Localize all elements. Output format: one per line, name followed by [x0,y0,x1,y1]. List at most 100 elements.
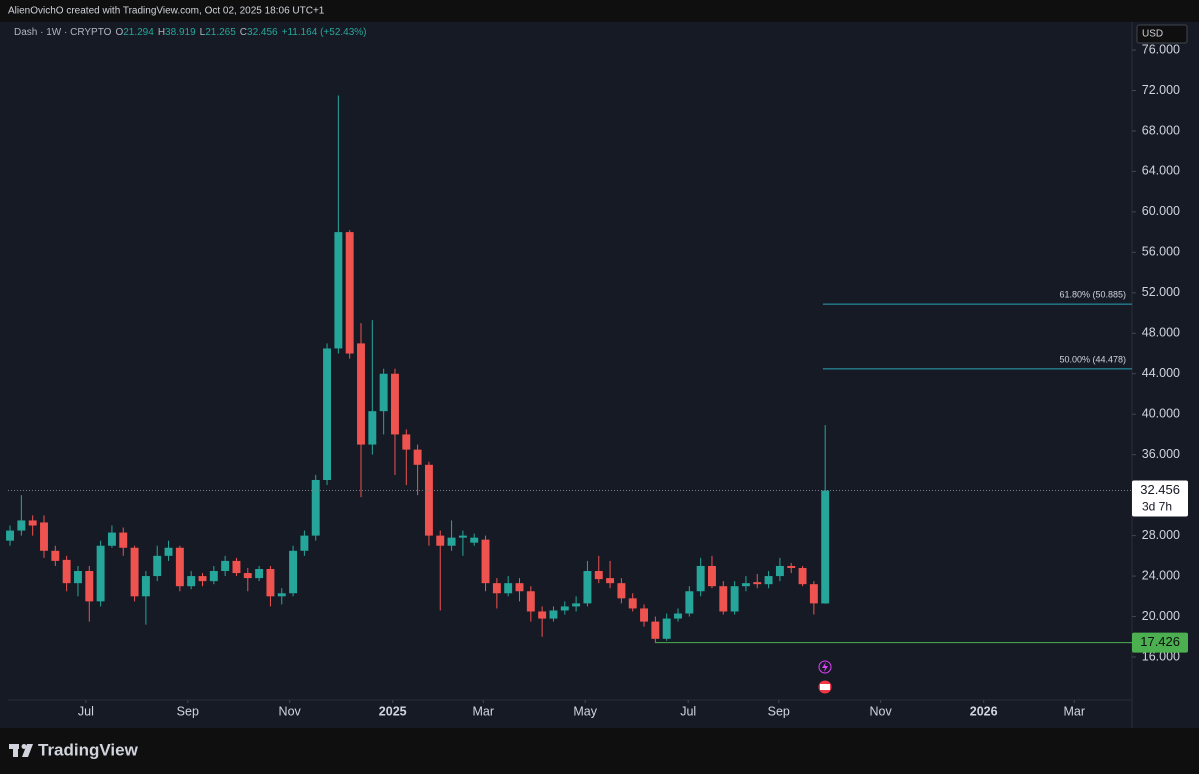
y-tick-label: 24.000 [1142,568,1180,582]
candle-body [560,606,569,611]
last-price-label: 32.456 [1140,482,1180,497]
x-tick-label: Mar [1063,704,1085,718]
y-tick-label: 48.000 [1142,326,1180,340]
candle-body [798,567,807,585]
candle-body [402,434,411,450]
x-tick-label: 2025 [379,704,407,718]
x-tick-label: Sep [177,704,199,718]
currency: USD [1142,29,1163,40]
candle-body [424,464,433,536]
candle-body [447,537,456,546]
y-tick-label: 60.000 [1142,204,1180,218]
y-tick-label: 40.000 [1142,407,1180,421]
candle-body [209,571,218,582]
candle-body [413,449,422,465]
candle-body [651,621,660,639]
legend-item: 32.456 [247,27,278,38]
x-tick-label: Mar [473,704,495,718]
candle-body [719,586,728,612]
candle-body [764,576,773,585]
y-tick-label: 56.000 [1142,245,1180,259]
candle-body [628,598,637,609]
support-label: 17.426 [1140,634,1180,649]
x-tick-label: Nov [279,704,302,718]
candle-body [255,568,264,579]
candle-body [549,610,558,619]
x-tick-label: May [573,704,597,718]
chart-background [0,22,1199,728]
candle-body [526,591,535,612]
candle-body [775,565,784,577]
logo [9,744,33,757]
x-tick-label: 2026 [970,704,998,718]
candle-body [221,560,230,572]
candle-body [583,571,592,604]
candle-body [153,555,162,577]
candle-body [51,550,60,561]
legend-item: +11.164 (+52.43%) [282,27,367,38]
candle-body [17,520,26,531]
candle-body [809,584,818,604]
candle-body [243,573,252,579]
candle-body [741,583,750,587]
legend: Dash · 1W · CRYPTO O21.294 H38.919 L21.265 C… [14,27,367,38]
candle-body [606,578,615,584]
candle-body [323,348,332,480]
candle-body [6,530,15,541]
candle-body [436,535,445,546]
candle-body [130,547,139,597]
candle-body [821,490,830,604]
legend-item: 38.919 [165,27,196,38]
legend-item: H [158,27,165,38]
candle-body [572,603,581,607]
candle-body [300,535,309,551]
candle-body [515,583,524,592]
candle-body [164,547,173,556]
candle-body [379,373,388,412]
y-tick-label: 72.000 [1142,83,1180,97]
candle-body [470,537,479,543]
legend-item: L [200,27,206,38]
candle-body [28,520,37,526]
candle-body [119,532,128,548]
y-tick-label: 44.000 [1142,366,1180,380]
y-tick-label: 36.000 [1142,447,1180,461]
y-tick-label: 16.000 [1142,649,1180,663]
candle-body [345,232,354,354]
currency-box [1136,24,1188,44]
candle-body [504,583,513,594]
candle-body [96,545,105,602]
header-text: AlienOvichO created with TradingView.com… [8,6,325,17]
y-tick-label: 20.000 [1142,609,1180,623]
candle-body [458,535,467,538]
candle-body [74,571,82,584]
last-price-box [1132,480,1188,517]
candle-body [787,565,796,568]
candle-body [289,550,298,594]
candle-body [311,479,320,536]
candle-body [481,539,490,584]
legend-item: 21.265 [205,27,236,38]
candle-body [708,565,716,587]
fib-label: 61.80% (50.885) [1059,289,1126,299]
candle-body [232,560,241,574]
candle-body [368,411,377,445]
candle-body [594,571,603,580]
y-tick-label: 64.000 [1142,164,1180,178]
x-tick-label: Nov [870,704,893,718]
candle-body [730,586,739,612]
candle-body [175,547,184,587]
candle-body [85,571,94,602]
candle-body [62,559,71,584]
legend-item: 21.294 [123,27,154,38]
candle-body [40,522,48,551]
header-bar [0,0,1199,22]
candle-body [334,232,343,349]
candle-body [187,576,196,587]
candle-body [662,618,671,639]
candle-body [492,583,501,594]
support-label-box [1132,632,1188,653]
event-icons [818,660,832,694]
